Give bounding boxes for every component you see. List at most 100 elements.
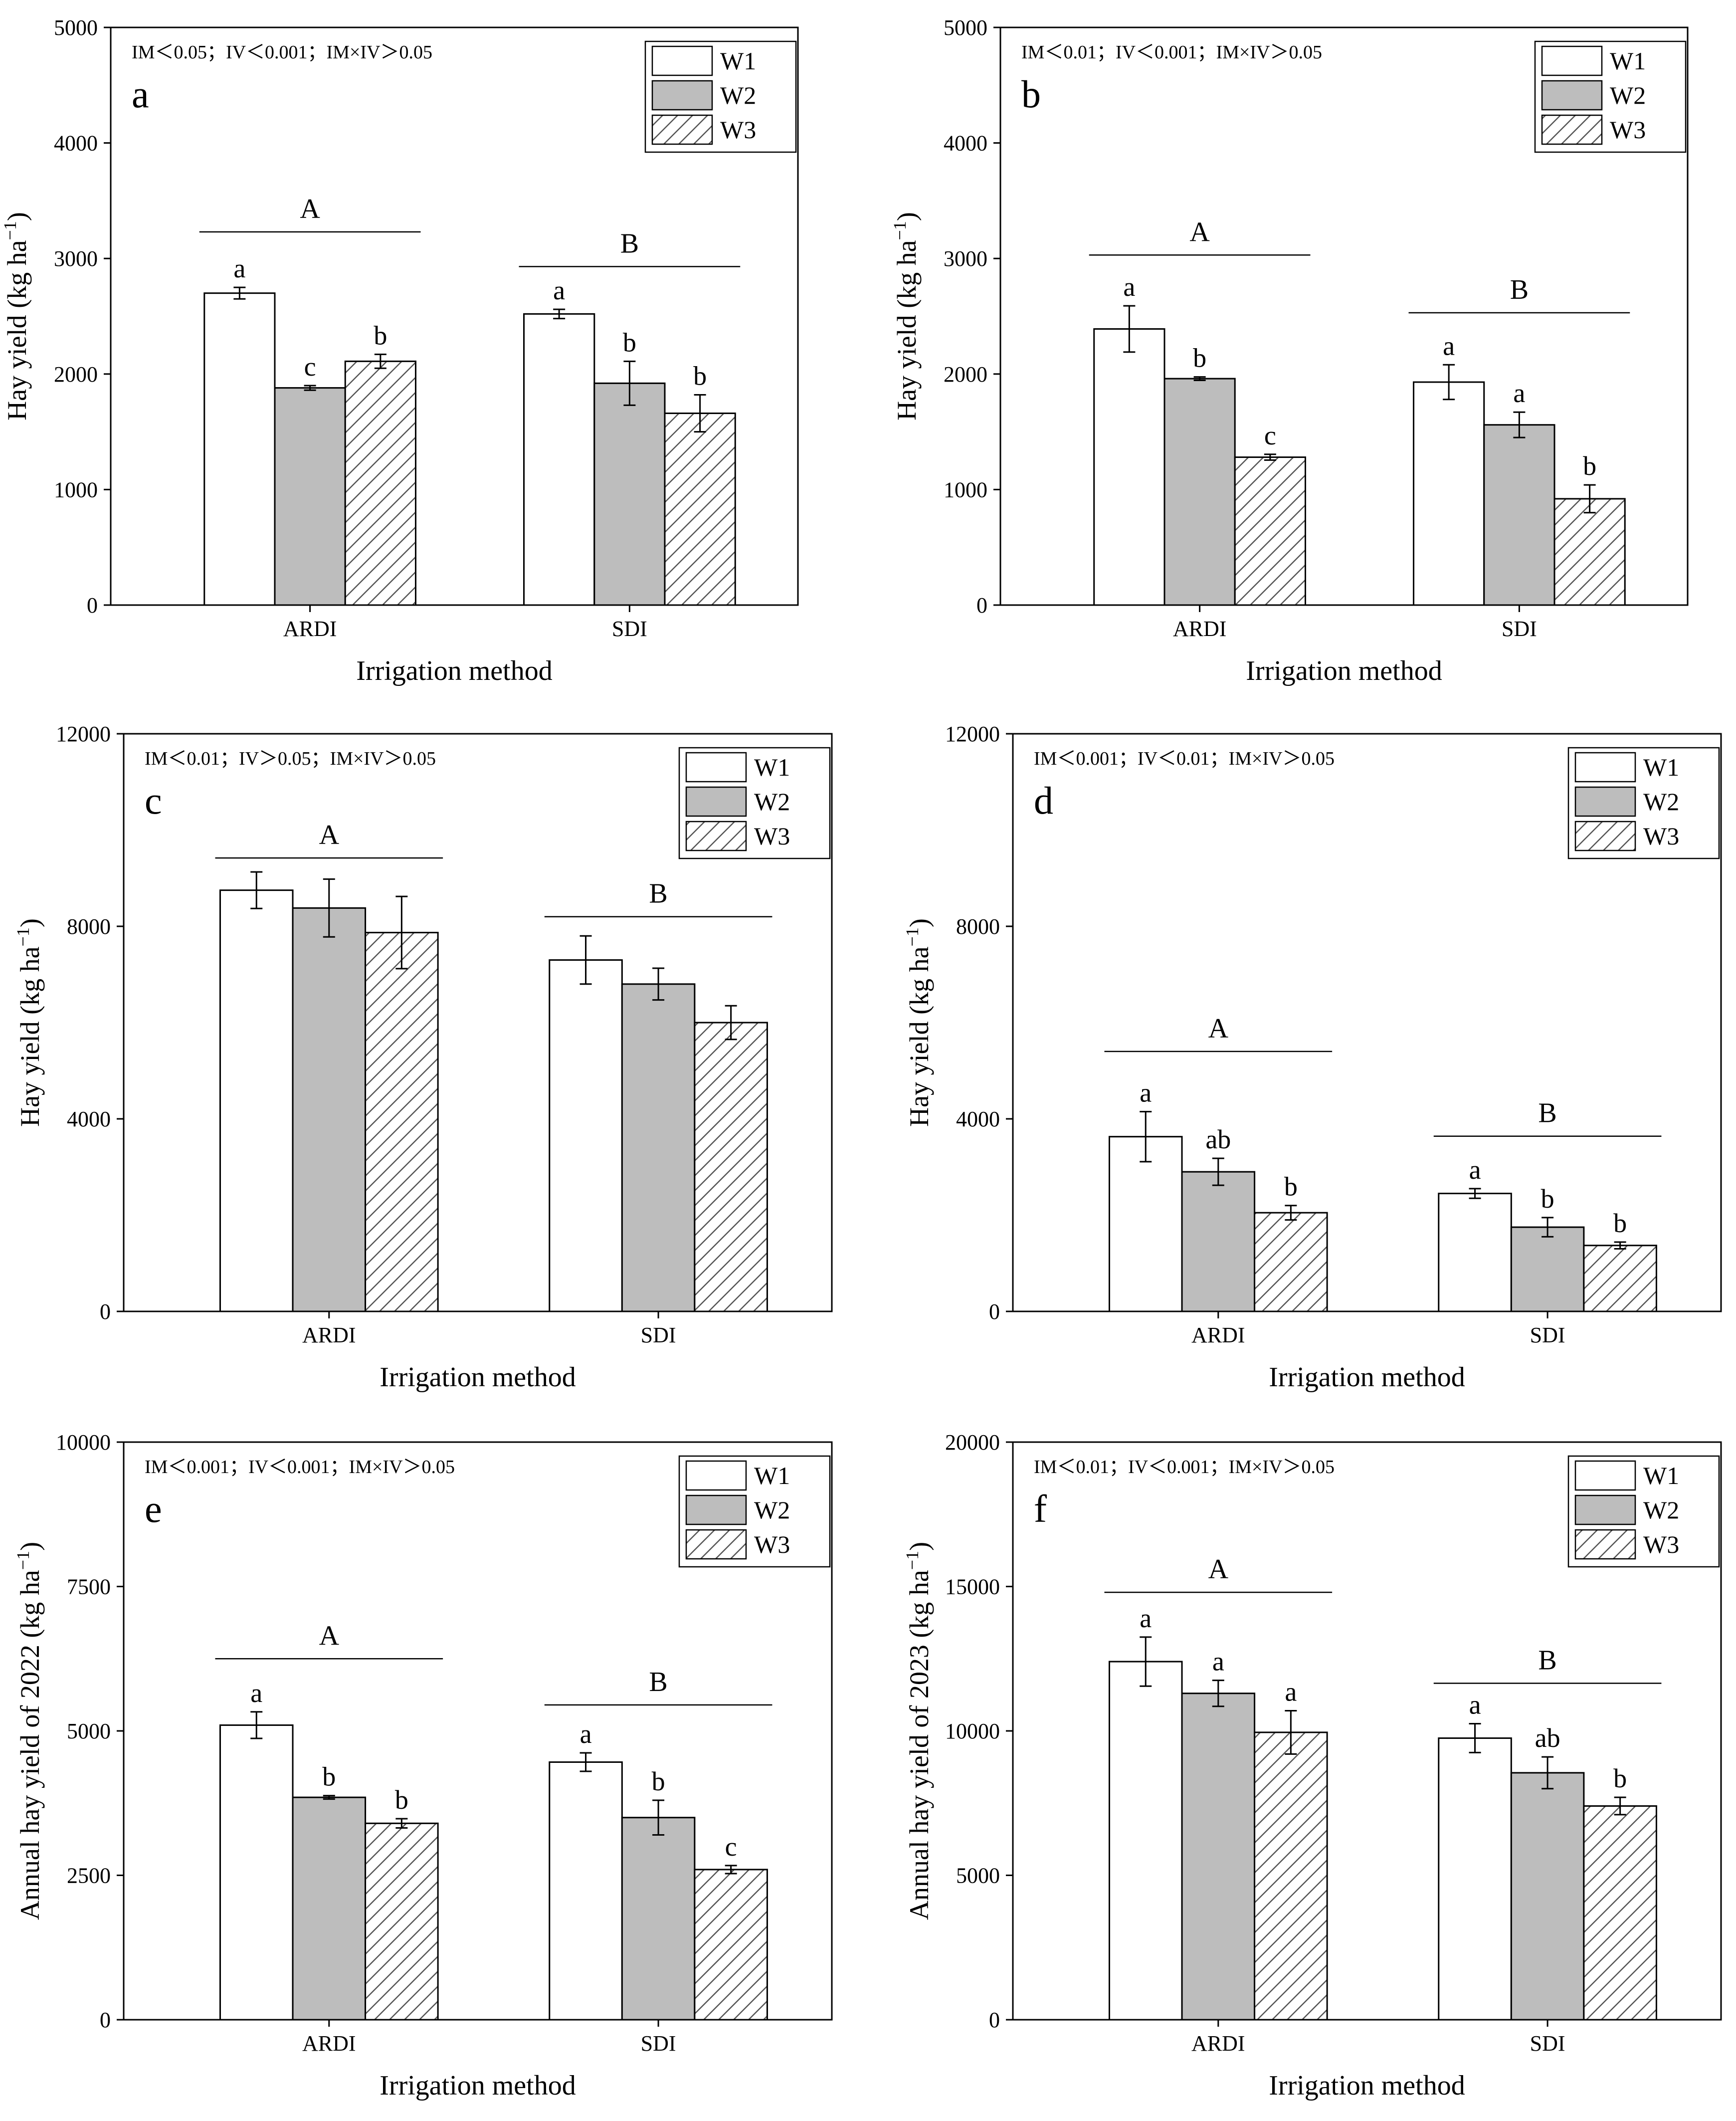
significance-letter: a [553, 275, 565, 305]
bar-ardi-w3 [1234, 456, 1306, 606]
group-letter: B [1538, 1645, 1556, 1676]
bar-sdi-w2 [593, 382, 666, 606]
legend-swatch-w2 [1541, 80, 1603, 111]
bar-sdi-w2 [621, 983, 696, 1312]
bar-ardi-w3 [344, 360, 416, 606]
legend-label-w1: W1 [720, 47, 756, 75]
y-axis-label: Hay yield (kg ha−1) [902, 918, 934, 1127]
y-tick-label: 5000 [67, 1719, 111, 1743]
x-axis-label: Irrigation method [380, 2070, 576, 2101]
group-letter: B [1510, 274, 1529, 305]
bar-ardi-w3 [1254, 1731, 1328, 2021]
legend-swatch-w1 [1574, 1460, 1636, 1491]
bar-ardi-w3 [1254, 1212, 1328, 1312]
stats-annotation: IM＜0.01；IV＜0.001；IM×IV＞0.05 [1034, 1457, 1335, 1478]
x-tick-label: ARDI [302, 2031, 356, 2056]
significance-letter: c [304, 352, 316, 382]
group-letter: A [319, 1620, 340, 1651]
legend-swatch-w3 [1574, 821, 1636, 851]
bar-ardi-w2 [1181, 1693, 1256, 2021]
y-tick-label: 1000 [54, 477, 98, 502]
significance-letter: c [725, 1832, 737, 1862]
bar-sdi-w2 [621, 1817, 696, 2021]
y-tick-label: 0 [976, 593, 987, 618]
y-tick-label: 5000 [956, 1864, 1000, 1888]
y-tick-label: 5000 [944, 15, 987, 40]
bar-ardi-w2 [274, 387, 346, 606]
y-tick-label: 0 [100, 2008, 111, 2032]
panel-c: 0 4000 8000 12000 Hay yield (kg ha−1) Irrigat… [13, 722, 833, 1393]
panel-letter: a [132, 72, 149, 116]
significance-letter: a [1469, 1690, 1481, 1720]
y-tick-label: 0 [100, 1299, 111, 1324]
y-tick-label: 3000 [54, 246, 98, 271]
legend-swatch-w1 [651, 45, 713, 76]
panel-letter: d [1034, 779, 1053, 822]
bar-ardi-w1 [1093, 328, 1165, 606]
bar-ardi-w2 [1181, 1171, 1256, 1312]
plot-frame [123, 733, 833, 1312]
bar-ardi-w1 [219, 1724, 294, 2021]
y-tick-label: 0 [989, 1299, 1000, 1324]
legend-label-w1: W1 [1643, 1462, 1679, 1489]
group-letter: B [620, 228, 639, 259]
panel-letter: b [1021, 72, 1041, 116]
y-tick-label: 15000 [945, 1575, 1000, 1599]
x-tick-label: SDI [612, 617, 647, 641]
legend-label-w3: W3 [754, 1530, 790, 1558]
y-axis-label: Hay yield (kg ha−1) [890, 212, 922, 421]
significance-letter: b [1613, 1208, 1627, 1238]
y-tick-label: 2000 [54, 362, 98, 387]
y-axis-label: Hay yield (kg ha−1) [0, 212, 32, 421]
x-tick-label: ARDI [302, 1323, 356, 1347]
y-tick-label: 4000 [956, 1107, 1000, 1131]
legend-swatch-w2 [685, 786, 747, 817]
bar-ardi-w2 [1163, 378, 1236, 606]
bar-sdi-w2 [1510, 1226, 1585, 1312]
stats-annotation: IM＜0.01；IV＜0.001；IM×IV＞0.05 [1021, 42, 1322, 63]
bar-sdi-w1 [1413, 381, 1485, 606]
bar-sdi-w3 [694, 1022, 768, 1312]
significance-letter: ab [1535, 1723, 1560, 1753]
legend-swatch-w3 [1541, 114, 1603, 145]
y-tick-label: 1000 [944, 477, 987, 502]
x-tick-label: SDI [1502, 617, 1537, 641]
panel-b: 0 1000 2000 3000 4000 5000 Hay yield (kg ha−1)… [890, 15, 1689, 686]
significance-letter: b [374, 320, 387, 350]
bar-ardi-w1 [219, 889, 294, 1312]
group-letter: A [1189, 216, 1210, 247]
significance-letter: a [1140, 1603, 1152, 1633]
x-tick-label: SDI [1530, 1323, 1565, 1347]
significance-letter: a [1469, 1155, 1481, 1185]
bar-ardi-w3 [365, 932, 439, 1312]
y-tick-label: 0 [989, 2008, 1000, 2032]
panel-f: 0 5000 10000 15000 20000 Annual hay yield of … [902, 1430, 1722, 2101]
significance-letter: ab [1205, 1124, 1231, 1154]
significance-letter: b [623, 327, 636, 357]
y-axis-label: Annual hay yield of 2022 (kg ha−1) [13, 1542, 45, 1920]
significance-letter: b [395, 1785, 408, 1815]
y-tick-label: 8000 [67, 914, 111, 939]
legend-label-w2: W2 [1643, 1496, 1679, 1524]
bar-sdi-w3 [1553, 498, 1626, 606]
x-tick-label: ARDI [1173, 617, 1227, 641]
y-tick-label: 7500 [67, 1575, 111, 1599]
bar-sdi-w3 [1583, 1805, 1657, 2021]
y-tick-label: 5000 [54, 15, 98, 40]
bar-sdi-w2 [1483, 424, 1555, 606]
legend-swatch-w2 [1574, 1494, 1636, 1525]
y-tick-label: 10000 [56, 1430, 111, 1455]
legend-label-w2: W2 [1610, 81, 1646, 109]
y-tick-label: 0 [87, 593, 98, 618]
group-letter: B [649, 878, 667, 909]
x-tick-label: SDI [641, 1323, 676, 1347]
bar-sdi-w1 [549, 959, 623, 1312]
legend-label-w3: W3 [754, 822, 790, 850]
legend-swatch-w2 [651, 80, 713, 111]
legend-label-w1: W1 [754, 753, 790, 781]
panel-a: 0 1000 2000 3000 4000 5000 Hay yield (kg ha−1)… [0, 15, 799, 686]
legend-label-w3: W3 [1610, 116, 1646, 144]
legend-label-w3: W3 [1643, 1530, 1679, 1558]
significance-letter: b [322, 1762, 336, 1792]
plot-frame [110, 26, 799, 606]
